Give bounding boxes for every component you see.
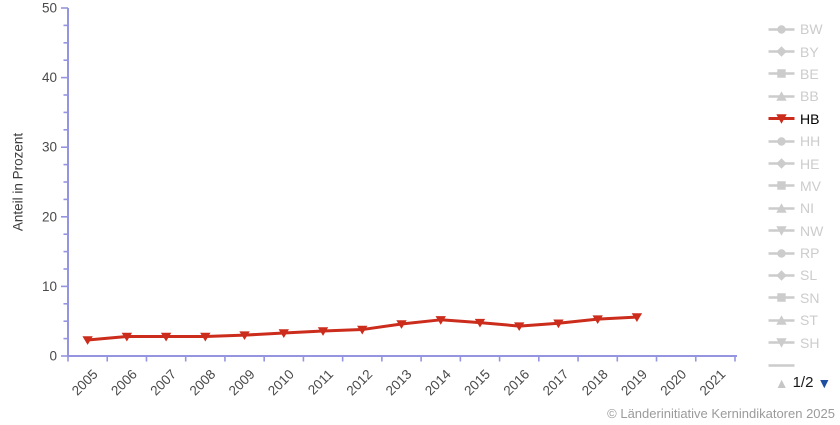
hb-data-point[interactable] (357, 325, 368, 335)
hb-data-point[interactable] (592, 315, 603, 325)
hb-data-point[interactable] (160, 332, 172, 342)
x-tick-label: 2018 (579, 367, 611, 399)
hb-data-point[interactable] (435, 316, 446, 325)
legend-label: BB (800, 88, 819, 105)
x-tick-label: 2021 (697, 367, 729, 399)
rp-circle-marker-icon (768, 248, 795, 258)
legend-label: HE (800, 155, 820, 172)
legend: BW BY BE BB HB HH HE MV NI NW RP SL SN ST SH (768, 18, 840, 370)
legend-label: BW (800, 21, 823, 38)
hb-data-point[interactable] (474, 318, 486, 328)
hb-data-point[interactable] (553, 319, 564, 329)
x-tick-label: 2005 (69, 367, 101, 399)
be-square-marker-icon (768, 69, 795, 79)
nw-triangle-down-marker-icon (768, 226, 795, 236)
legend-label: SH (800, 334, 820, 351)
legend-page-up-icon[interactable]: ▲ (774, 374, 789, 391)
legend-label: HH (800, 133, 821, 150)
y-tick-label: 40 (42, 70, 57, 85)
y-axis-title: Anteil in Prozent (10, 132, 26, 232)
copyright: © Länderinitiative Kernindikatoren 2025 (607, 406, 835, 421)
legend-label: HB (800, 110, 820, 127)
x-tick-label: 2014 (422, 366, 454, 398)
sl-diamond-marker-icon (768, 270, 795, 281)
x-tick-label: 2016 (500, 367, 532, 399)
legend-item-bw[interactable]: BW (768, 18, 840, 40)
legend-label: SN (800, 289, 820, 306)
sh-triangle-down-marker-icon (768, 338, 795, 348)
legend-label: BY (800, 43, 819, 60)
he-diamond-marker-icon (768, 158, 795, 169)
x-tick-label: 2010 (265, 367, 297, 399)
st-triangle-marker-icon (768, 315, 795, 325)
x-tick-label: 2009 (226, 367, 258, 399)
x-tick-label: 2011 (305, 367, 336, 398)
legend-item-sh[interactable]: SH (768, 331, 840, 353)
hh-circle-marker-icon (768, 136, 795, 146)
legend-item-ni[interactable]: NI (768, 197, 840, 219)
hb-data-point[interactable] (514, 322, 525, 332)
legend-label: ST (800, 312, 818, 329)
x-tick-label: 2006 (108, 367, 140, 399)
y-tick-label: 0 (49, 349, 57, 364)
hb-data-point[interactable] (317, 327, 329, 336)
legend-item-nw[interactable]: NW (768, 220, 840, 242)
legend-pagination: ▲ 1/2 ▼ (768, 374, 838, 391)
x-tick-label: 2017 (540, 367, 572, 399)
x-tick-label: 2015 (461, 367, 493, 399)
legend-item-by[interactable]: BY (768, 40, 840, 62)
y-tick-label: 20 (42, 209, 57, 224)
hb-data-point[interactable] (82, 336, 93, 345)
hb-triangle-down-marker-icon (768, 114, 795, 124)
legend-item-sn[interactable]: SN (768, 287, 840, 309)
x-tick-label: 2020 (657, 367, 689, 399)
by-diamond-marker-icon (768, 46, 795, 57)
sn-square-marker-icon (768, 293, 795, 303)
legend-item-clipped[interactable] (768, 354, 840, 370)
legend-item-rp[interactable]: RP (768, 242, 840, 264)
legend-label: SL (800, 267, 818, 284)
legend-item-he[interactable]: HE (768, 152, 840, 174)
legend-label: BE (800, 65, 819, 82)
x-tick-label: 2008 (187, 367, 219, 399)
legend-item-sl[interactable]: SL (768, 264, 840, 286)
bb-triangle-marker-icon (768, 91, 795, 101)
legend-page-indicator: 1/2 (792, 374, 814, 391)
hb-data-point[interactable] (239, 331, 250, 341)
legend-label: MV (800, 177, 821, 194)
legend-item-st[interactable]: ST (768, 309, 840, 331)
legend-label: NI (800, 200, 814, 217)
x-tick-label: 2007 (147, 367, 179, 399)
legend-item-hh[interactable]: HH (768, 130, 840, 152)
bw-circle-marker-icon (768, 24, 795, 34)
legend-item-bb[interactable]: BB (768, 85, 840, 107)
hb-data-point[interactable] (396, 320, 407, 329)
x-tick-label: 2012 (344, 367, 376, 399)
hb-data-point[interactable] (121, 332, 133, 342)
y-tick-label: 30 (42, 140, 57, 155)
legend-page-down-icon[interactable]: ▼ (817, 374, 832, 391)
hb-data-point[interactable] (631, 313, 643, 322)
y-tick-label: 50 (42, 1, 57, 16)
x-tick-label: 2013 (383, 367, 415, 399)
legend-item-mv[interactable]: MV (768, 175, 840, 197)
mv-square-marker-icon (768, 181, 795, 191)
legend-label: NW (800, 222, 824, 239)
hb-data-point[interactable] (200, 332, 211, 342)
legend-item-be[interactable]: BE (768, 63, 840, 85)
y-tick-label: 10 (42, 279, 57, 294)
legend-item-hb[interactable]: HB (768, 108, 840, 130)
ni-triangle-marker-icon (768, 203, 795, 213)
x-tick-label: 2019 (618, 367, 650, 399)
legend-label: RP (800, 245, 820, 262)
hb-data-point[interactable] (278, 329, 289, 338)
clipped-line-marker-icon (768, 363, 795, 367)
